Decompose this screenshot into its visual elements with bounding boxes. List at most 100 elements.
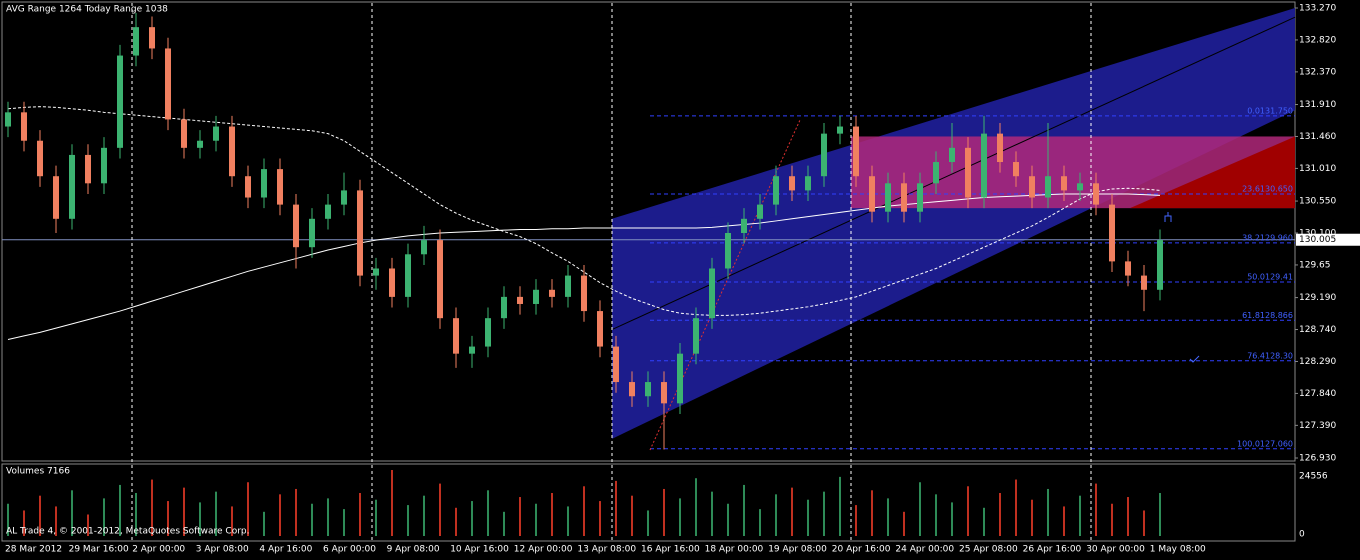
candle-body <box>277 169 283 205</box>
fibo-label: 50.0129.41 <box>1247 272 1293 281</box>
candle-body <box>1141 275 1147 290</box>
candle-body <box>117 55 123 148</box>
candle-body <box>293 204 299 248</box>
candle-body <box>437 240 443 319</box>
x-tick-label: 19 Apr 08:00 <box>768 545 827 555</box>
y-tick-label: 131.460 <box>1299 132 1336 142</box>
check-icon <box>1189 355 1200 363</box>
candle-body <box>821 133 827 177</box>
candle-body <box>149 27 155 49</box>
candle-body <box>357 190 363 276</box>
candle-body <box>1109 204 1115 262</box>
x-tick-label: 10 Apr 16:00 <box>450 545 509 555</box>
fibo-label: 38.2129.960 <box>1242 233 1293 242</box>
candle-body <box>997 133 1003 163</box>
y-tick-label: 128.740 <box>1299 325 1336 335</box>
x-tick-label: 13 Apr 08:00 <box>577 545 636 555</box>
x-tick-label: 18 Apr 00:00 <box>705 545 764 555</box>
x-tick-label: 1 May 08:00 <box>1150 545 1206 555</box>
fibo-label: 23.6130.650 <box>1242 184 1293 193</box>
x-tick-label: 29 Mar 16:00 <box>69 545 129 555</box>
candle-body <box>373 268 379 276</box>
price-badge-label: 130.005 <box>1299 235 1336 245</box>
background-layer <box>2 8 1296 450</box>
y-tick-label: 131.910 <box>1299 100 1336 110</box>
candle-body <box>229 126 235 177</box>
x-tick-label: 30 Apr 00:00 <box>1086 545 1145 555</box>
y-tick-label: 127.390 <box>1299 421 1336 431</box>
x-tick-label: 26 Apr 16:00 <box>1023 545 1082 555</box>
channel-middle <box>611 16 1296 330</box>
fibo-label: 0.0131.750 <box>1247 106 1293 115</box>
y-tick-label: 131.010 <box>1299 164 1336 174</box>
candle-body <box>1045 176 1051 198</box>
channel <box>612 8 1295 439</box>
moving-average <box>7 106 1161 316</box>
x-tick-label: 4 Apr 16:00 <box>259 545 312 555</box>
candle-body <box>53 176 59 219</box>
candle-body <box>565 275 571 297</box>
candle-body <box>485 318 491 347</box>
candle-body <box>757 204 763 219</box>
y-tick-label: 130.550 <box>1299 197 1336 207</box>
y-tick-label: 0 <box>1299 530 1305 540</box>
y-tick-label: 130.100 <box>1299 229 1336 239</box>
footer: AL Trade 4, © 2001-2012, MetaQuotes Soft… <box>6 527 249 537</box>
x-tick-label: 24 Apr 00:00 <box>895 545 954 555</box>
candle-body <box>581 275 587 312</box>
candle-body <box>629 382 635 397</box>
chart-title: AVG Range 1264 Today Range 1038 <box>6 5 168 15</box>
candle-body <box>21 112 27 141</box>
fibo-label: 61.8128.866 <box>1242 311 1293 320</box>
candle-body <box>261 169 267 198</box>
candle-body <box>1029 176 1035 198</box>
x-tick-label: 12 Apr 00:00 <box>514 545 573 555</box>
y-tick-label: 126.930 <box>1299 454 1336 464</box>
candle-body <box>1013 162 1019 177</box>
candle-body <box>885 183 891 212</box>
fibo-label: 100.0127.060 <box>1237 439 1293 448</box>
x-tick-label: 16 Apr 16:00 <box>641 545 700 555</box>
candle-body <box>677 353 683 404</box>
x-tick-label: 25 Apr 08:00 <box>959 545 1018 555</box>
y-tick-label: 129.190 <box>1299 293 1336 303</box>
candle-body <box>1125 261 1131 276</box>
candle-body <box>725 233 731 269</box>
candle-body <box>965 147 971 198</box>
candle-body <box>1077 183 1083 191</box>
x-tick-label: 20 Apr 16:00 <box>832 545 891 555</box>
x-tick-label: 28 Mar 2012 <box>5 545 62 555</box>
fibo-label: 76.4128.30 <box>1247 351 1293 360</box>
candle-body <box>37 140 43 177</box>
candle-body <box>453 318 459 354</box>
trend-line <box>649 119 801 451</box>
y-tick-label: 129.65 <box>1299 260 1331 270</box>
candle-body <box>741 218 747 233</box>
zone-red <box>1130 136 1295 209</box>
y-tick-label: 133.270 <box>1299 4 1336 14</box>
candle-body <box>613 346 619 383</box>
candle-body <box>533 289 539 304</box>
candle-body <box>805 176 811 191</box>
volume-title: Volumes 7166 <box>6 467 70 477</box>
candle-body <box>597 311 603 347</box>
candle-body <box>1093 183 1099 205</box>
x-tick-label: 2 Apr 00:00 <box>132 545 185 555</box>
candle-body <box>389 268 395 297</box>
arrow-icon <box>1164 212 1172 222</box>
candle-body <box>469 346 475 354</box>
candle-body <box>981 133 987 198</box>
candle-body <box>309 218 315 248</box>
candle-body <box>325 204 331 219</box>
candle-body <box>85 154 91 184</box>
candle-body <box>213 126 219 141</box>
candle-body <box>789 176 795 191</box>
candle-body <box>181 119 187 148</box>
foreground-layer: 0.0131.750 23.6130.650 38.2129.960 50.0129.… <box>5 4 1360 555</box>
candle-body <box>421 240 427 255</box>
x-tick-label: 3 Apr 08:00 <box>196 545 249 555</box>
candle-body <box>853 126 859 177</box>
price-badge <box>1296 233 1360 246</box>
candle-body <box>69 154 75 219</box>
